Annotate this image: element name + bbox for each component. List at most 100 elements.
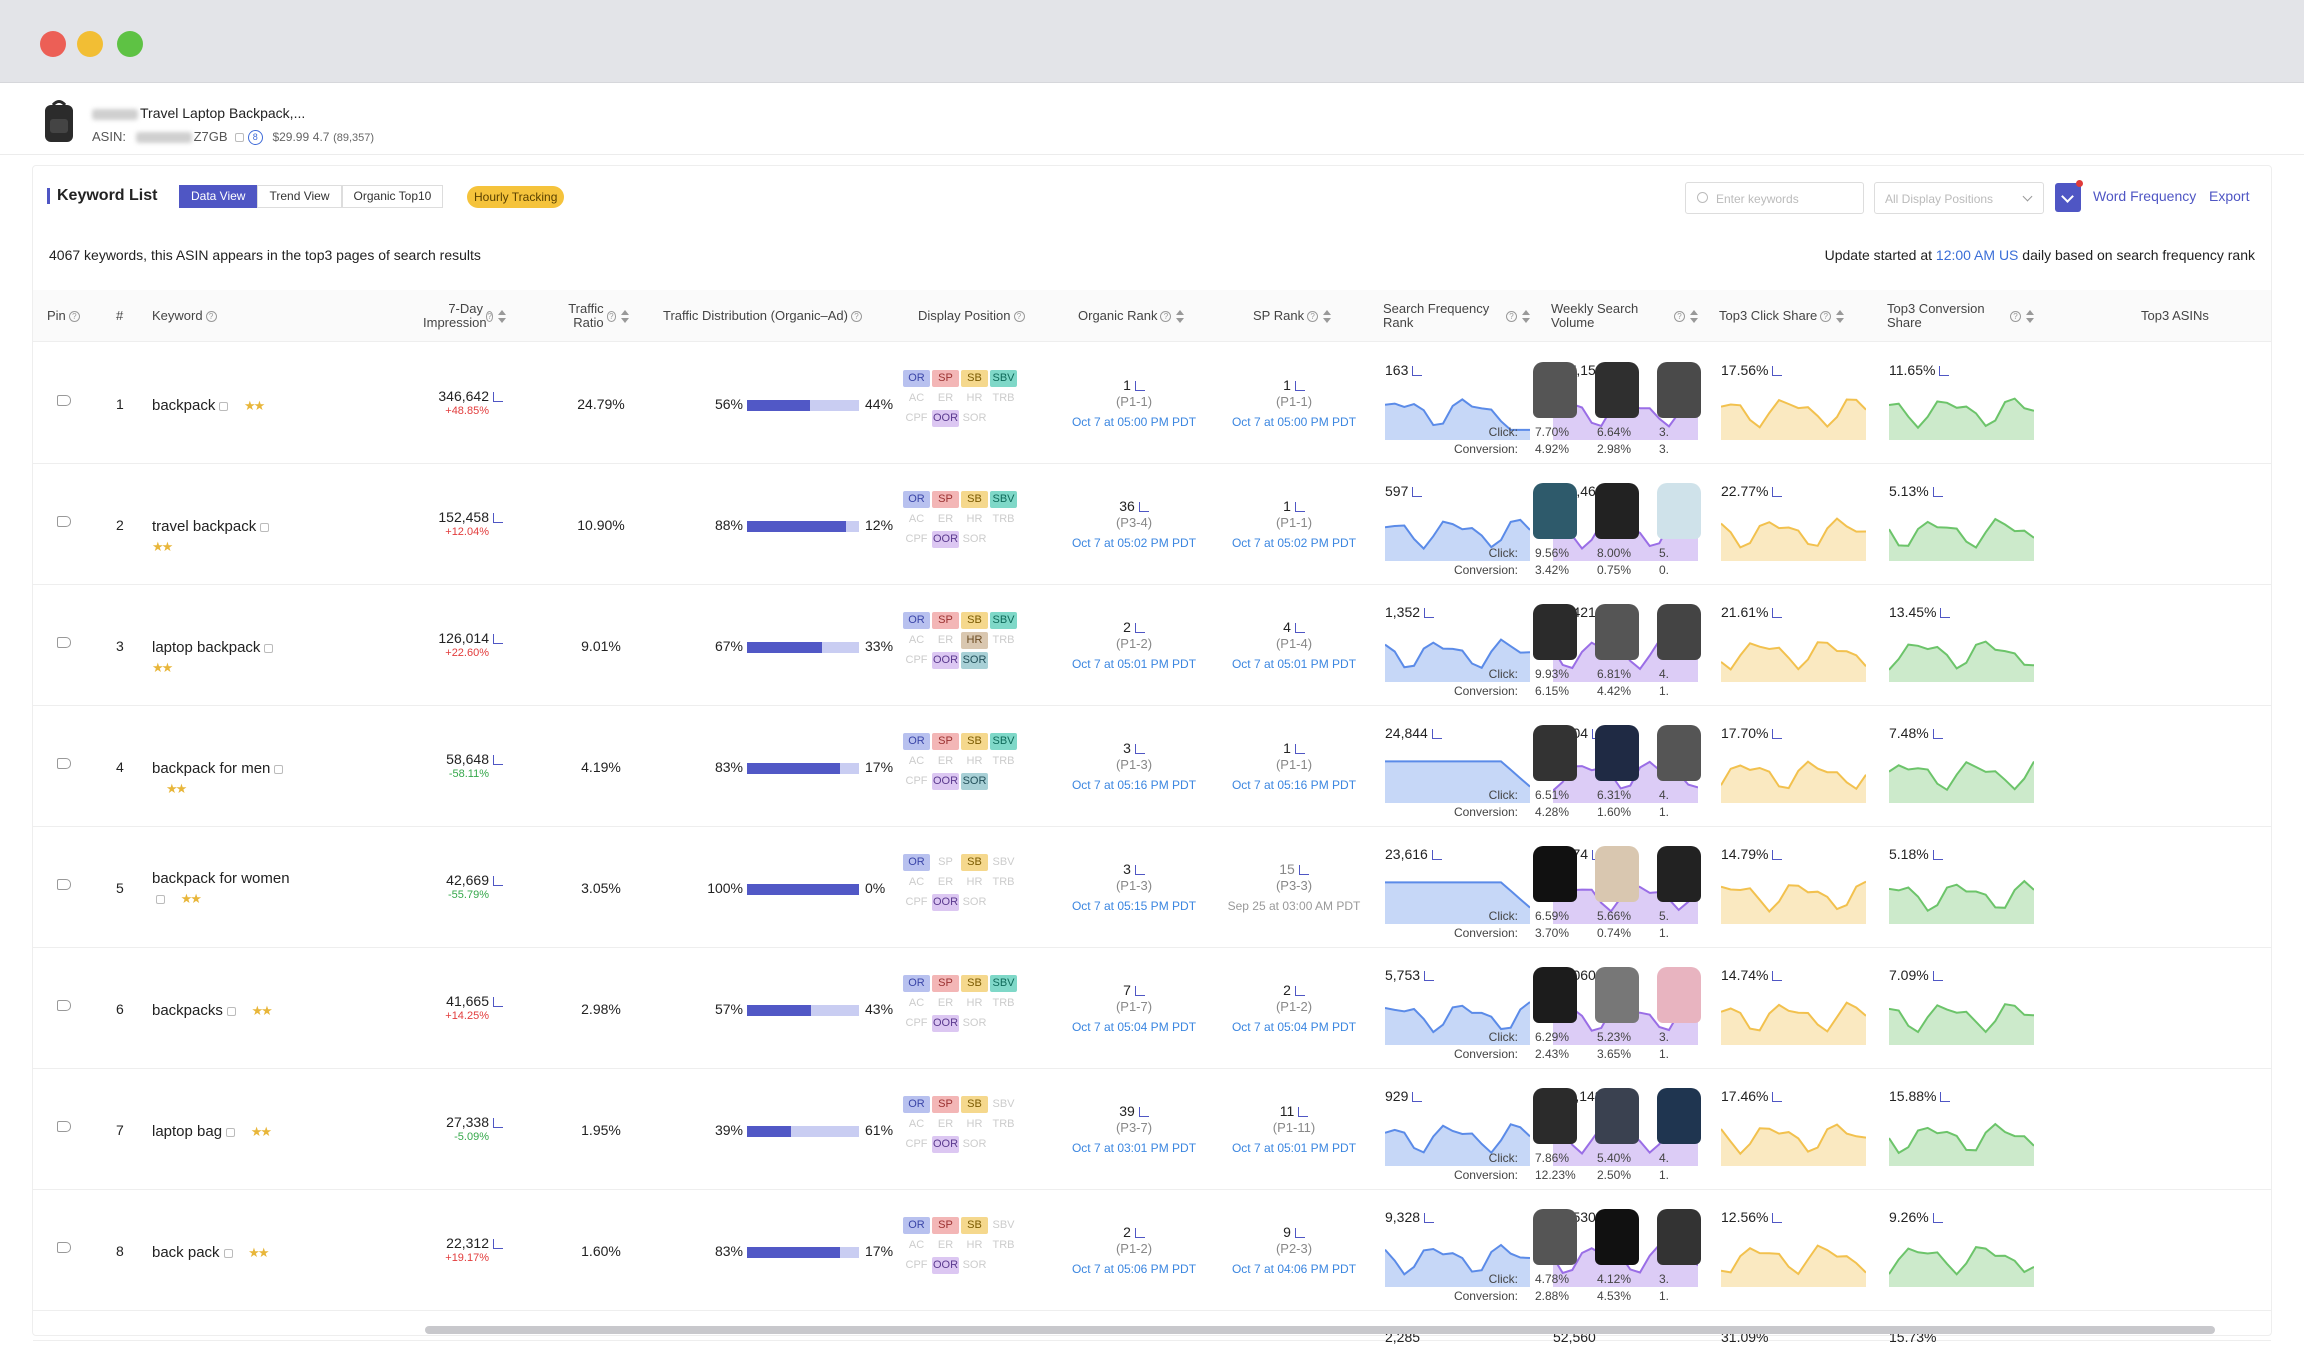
trend-icon[interactable] <box>1294 623 1305 634</box>
organic-rank-date[interactable]: Oct 7 at 05:04 PM PDT <box>1071 1020 1197 1034</box>
col-traffic-ratio[interactable]: Traffic Ratio? <box>568 290 629 342</box>
maximize-window-button[interactable] <box>117 31 143 57</box>
product-image[interactable] <box>1595 725 1639 781</box>
trend-icon[interactable] <box>1412 1092 1423 1103</box>
badge-hr[interactable]: HR <box>961 390 988 407</box>
badge-ac[interactable]: AC <box>903 1116 930 1133</box>
product-image[interactable] <box>1657 967 1701 1023</box>
sparkline-chart[interactable] <box>1889 866 2034 924</box>
trend-icon[interactable] <box>1412 487 1423 498</box>
badge-cpf[interactable]: CPF <box>903 1257 930 1274</box>
sparkline-chart[interactable] <box>1889 1108 2034 1166</box>
keyword-text[interactable]: backpacks <box>152 1002 223 1019</box>
trend-icon[interactable] <box>1134 986 1145 997</box>
badge-sb[interactable]: SB <box>961 370 988 387</box>
trend-icon[interactable] <box>1932 971 1943 982</box>
badge-sbv[interactable]: SBV <box>990 854 1017 871</box>
pin-icon[interactable] <box>57 879 71 890</box>
badge-ac[interactable]: AC <box>903 753 930 770</box>
organic-rank-date[interactable]: Oct 7 at 05:01 PM PDT <box>1071 657 1197 671</box>
trend-icon[interactable] <box>1772 850 1783 861</box>
sp-rank-date[interactable]: Oct 7 at 05:01 PM PDT <box>1231 657 1357 671</box>
badge-or[interactable]: OR <box>903 370 930 387</box>
badge-or[interactable]: OR <box>903 1096 930 1113</box>
badge-hr[interactable]: HR <box>961 995 988 1012</box>
trend-icon[interactable] <box>493 634 503 645</box>
keyword-text[interactable]: backpack for men <box>152 760 271 777</box>
badge-sp[interactable]: SP <box>932 1096 959 1113</box>
badge-sp[interactable]: SP <box>932 612 959 629</box>
sparkline-chart[interactable] <box>1721 987 1866 1045</box>
trend-icon[interactable] <box>1424 608 1435 619</box>
tab-trend-view[interactable]: Trend View <box>257 185 342 208</box>
sparkline-chart[interactable] <box>1385 866 1530 924</box>
badge-sor[interactable]: SOR <box>961 652 988 669</box>
sparkline-chart[interactable] <box>1721 1229 1866 1287</box>
product-image[interactable] <box>1595 967 1639 1023</box>
badge-er[interactable]: ER <box>932 995 959 1012</box>
product-thumbnail[interactable] <box>42 99 76 143</box>
badge-oor[interactable]: OOR <box>932 652 959 669</box>
badge-sb[interactable]: SB <box>961 612 988 629</box>
sparkline-chart[interactable] <box>1385 987 1530 1045</box>
organic-rank-date[interactable]: Oct 7 at 05:00 PM PDT <box>1071 415 1197 429</box>
sp-rank-date[interactable]: Oct 7 at 04:06 PM PDT <box>1231 1262 1357 1276</box>
pin-icon[interactable] <box>57 1000 71 1011</box>
product-image[interactable] <box>1595 1209 1639 1265</box>
badge-sbv[interactable]: SBV <box>990 612 1017 629</box>
keyword-search-input[interactable]: Enter keywords <box>1685 182 1864 214</box>
sparkline-chart[interactable] <box>1889 987 2034 1045</box>
copy-icon[interactable] <box>223 1248 233 1258</box>
badge-or[interactable]: OR <box>903 491 930 508</box>
product-image[interactable] <box>1595 483 1639 539</box>
badge-sp[interactable]: SP <box>932 975 959 992</box>
product-image[interactable] <box>1533 1088 1577 1144</box>
badge-sor[interactable]: SOR <box>961 531 988 548</box>
trend-icon[interactable] <box>1134 381 1145 392</box>
trend-icon[interactable] <box>1431 850 1442 861</box>
sparkline-chart[interactable] <box>1385 382 1530 440</box>
trend-icon[interactable] <box>1932 850 1943 861</box>
badge-sor[interactable]: SOR <box>961 1015 988 1032</box>
col-click-share[interactable]: Top3 Click Share? <box>1719 290 1845 342</box>
badge-oor[interactable]: OOR <box>932 1257 959 1274</box>
badge-ac[interactable]: AC <box>903 1237 930 1254</box>
display-position-select[interactable]: All Display Positions <box>1874 182 2044 214</box>
pin-icon[interactable] <box>57 395 71 406</box>
col-conversion-share[interactable]: Top3 Conversion Share? <box>1887 290 2037 342</box>
trend-icon[interactable] <box>1412 366 1423 377</box>
trend-icon[interactable] <box>1294 986 1305 997</box>
badge-trb[interactable]: TRB <box>990 753 1017 770</box>
badge-sbv[interactable]: SBV <box>990 1217 1017 1234</box>
sparkline-chart[interactable] <box>1721 745 1866 803</box>
sparkline-chart[interactable] <box>1721 866 1866 924</box>
product-image[interactable] <box>1595 846 1639 902</box>
product-image[interactable] <box>1595 362 1639 418</box>
product-title[interactable]: Travel Laptop Backpack,... <box>92 105 305 121</box>
trend-icon[interactable] <box>1298 1107 1309 1118</box>
badge-trb[interactable]: TRB <box>990 632 1017 649</box>
close-window-button[interactable] <box>40 31 66 57</box>
trend-icon[interactable] <box>493 997 503 1008</box>
badge-sor[interactable]: SOR <box>961 1136 988 1153</box>
horizontal-scrollbar[interactable] <box>425 1326 2215 1334</box>
pin-icon[interactable] <box>57 1242 71 1253</box>
organic-rank-date[interactable]: Oct 7 at 05:06 PM PDT <box>1071 1262 1197 1276</box>
trend-icon[interactable] <box>493 1239 503 1250</box>
badge-cpf[interactable]: CPF <box>903 1136 930 1153</box>
badge-er[interactable]: ER <box>932 753 959 770</box>
trend-icon[interactable] <box>493 755 503 766</box>
badge-or[interactable]: OR <box>903 1217 930 1234</box>
trend-icon[interactable] <box>1940 608 1951 619</box>
product-image[interactable] <box>1657 846 1701 902</box>
col-search-frequency-rank[interactable]: Search Frequency Rank? <box>1383 290 1533 342</box>
trend-icon[interactable] <box>1772 729 1783 740</box>
badge-sor[interactable]: SOR <box>961 773 988 790</box>
product-image[interactable] <box>1657 725 1701 781</box>
badge-sp[interactable]: SP <box>932 1217 959 1234</box>
sparkline-chart[interactable] <box>1721 382 1866 440</box>
badge-hr[interactable]: HR <box>961 874 988 891</box>
expand-filter-button[interactable] <box>2055 180 2083 212</box>
badge-er[interactable]: ER <box>932 511 959 528</box>
trend-icon[interactable] <box>1424 971 1435 982</box>
